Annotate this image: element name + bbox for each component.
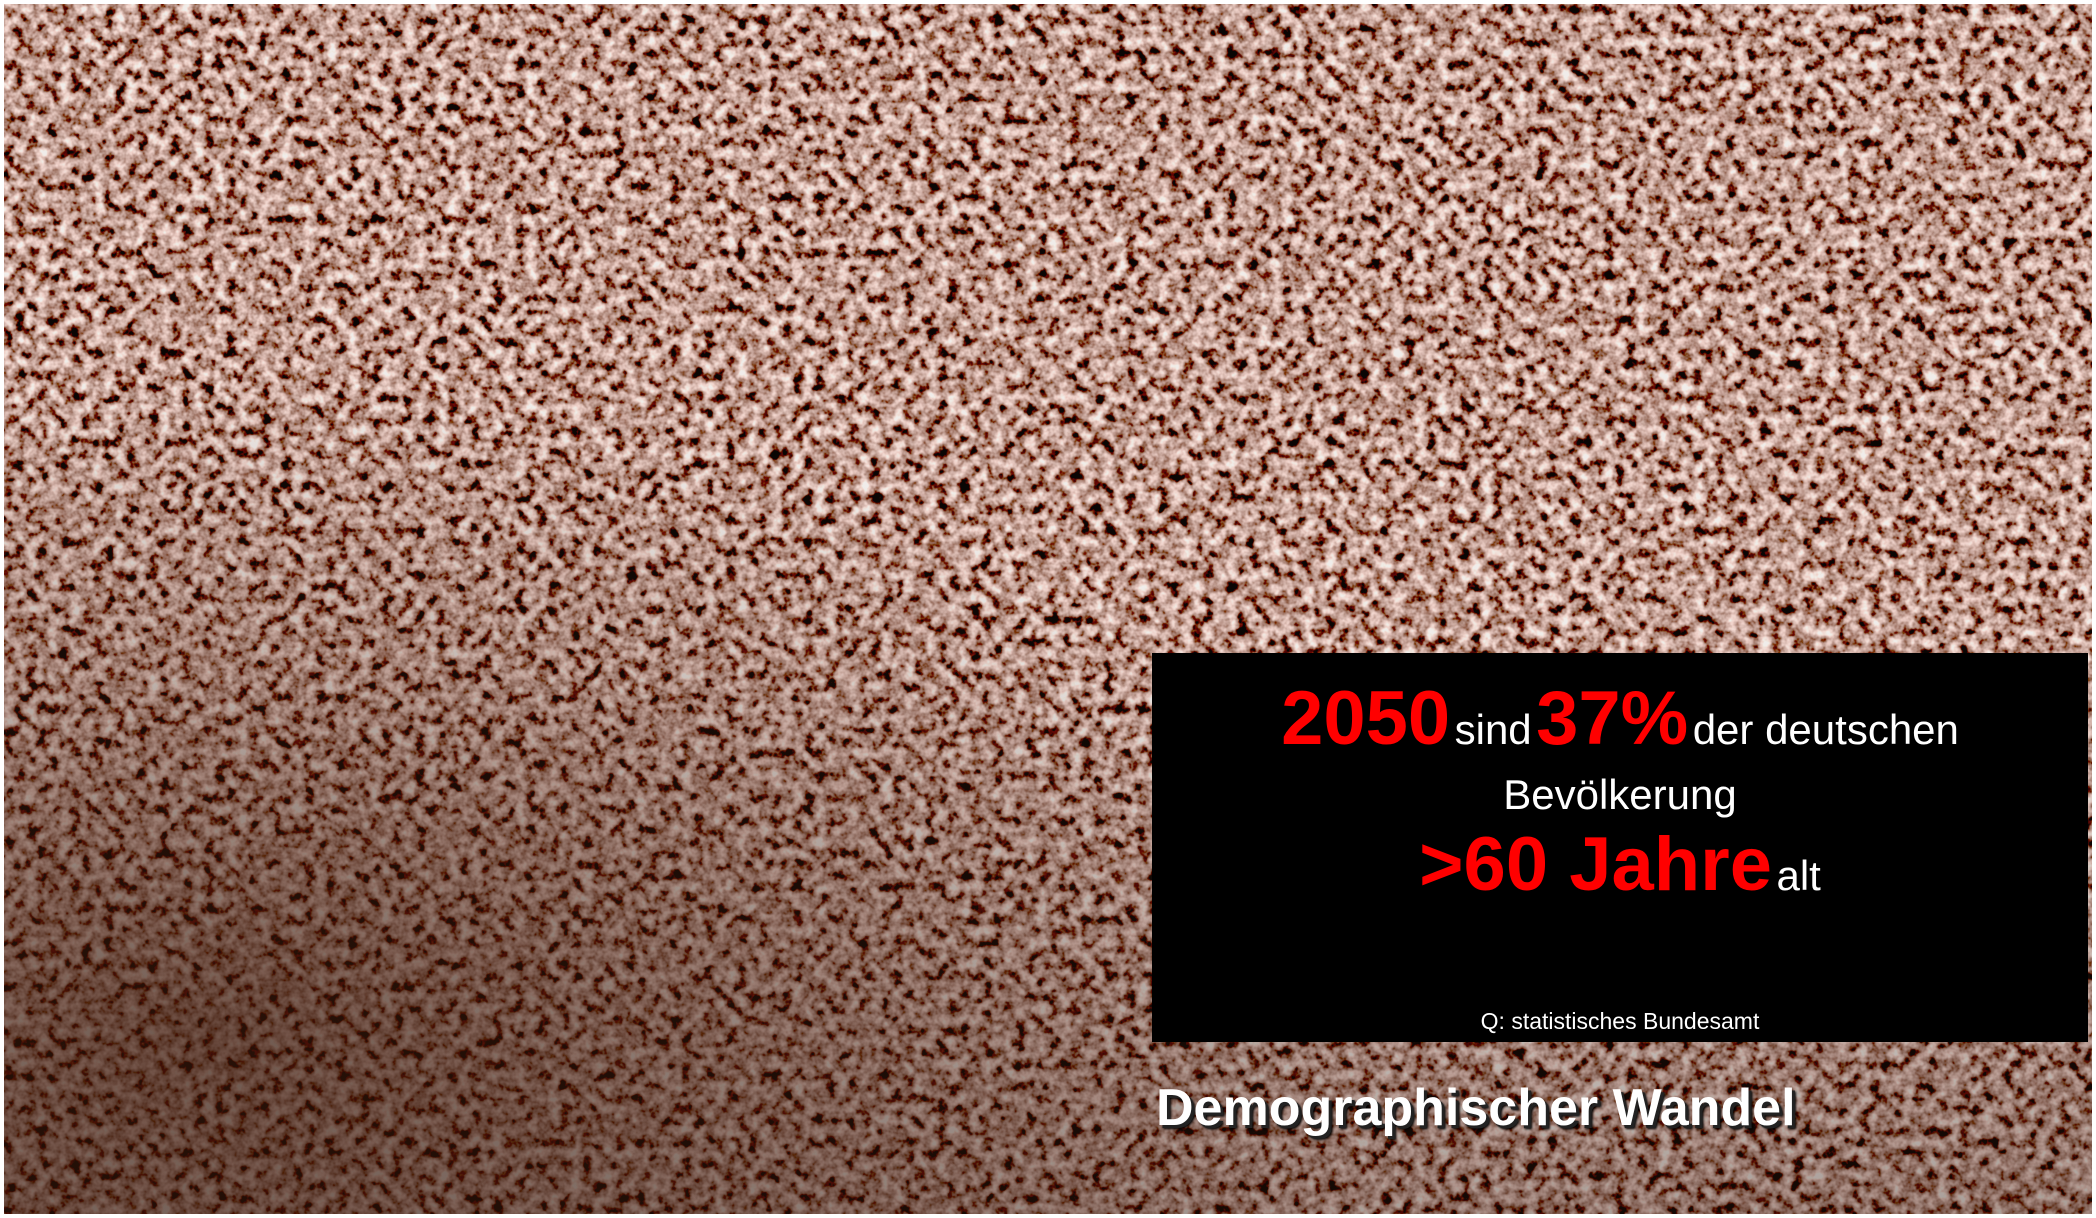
share: 37% bbox=[1536, 676, 1688, 761]
info-line: Bevölkerung bbox=[1152, 771, 2088, 819]
info-box: 2050 sind 37% der deutschen Bevölkerung … bbox=[1152, 653, 2088, 1042]
slide-title: Demographischer Wandel bbox=[1156, 1078, 1796, 1138]
source: Q: statistisches Bundesamt bbox=[1152, 1008, 2088, 1035]
year: 2050 bbox=[1281, 676, 1450, 761]
text: der deutschen bbox=[1693, 706, 1959, 753]
text: sind bbox=[1455, 706, 1532, 753]
text: alt bbox=[1776, 852, 1820, 899]
age: >60 Jahre bbox=[1419, 822, 1772, 907]
info-line: >60 Jahre alt bbox=[1152, 821, 2088, 908]
info-line: 2050 sind 37% der deutschen bbox=[1152, 675, 2088, 762]
page: 2050 sind 37% der deutschen Bevölkerung … bbox=[0, 0, 2096, 1218]
